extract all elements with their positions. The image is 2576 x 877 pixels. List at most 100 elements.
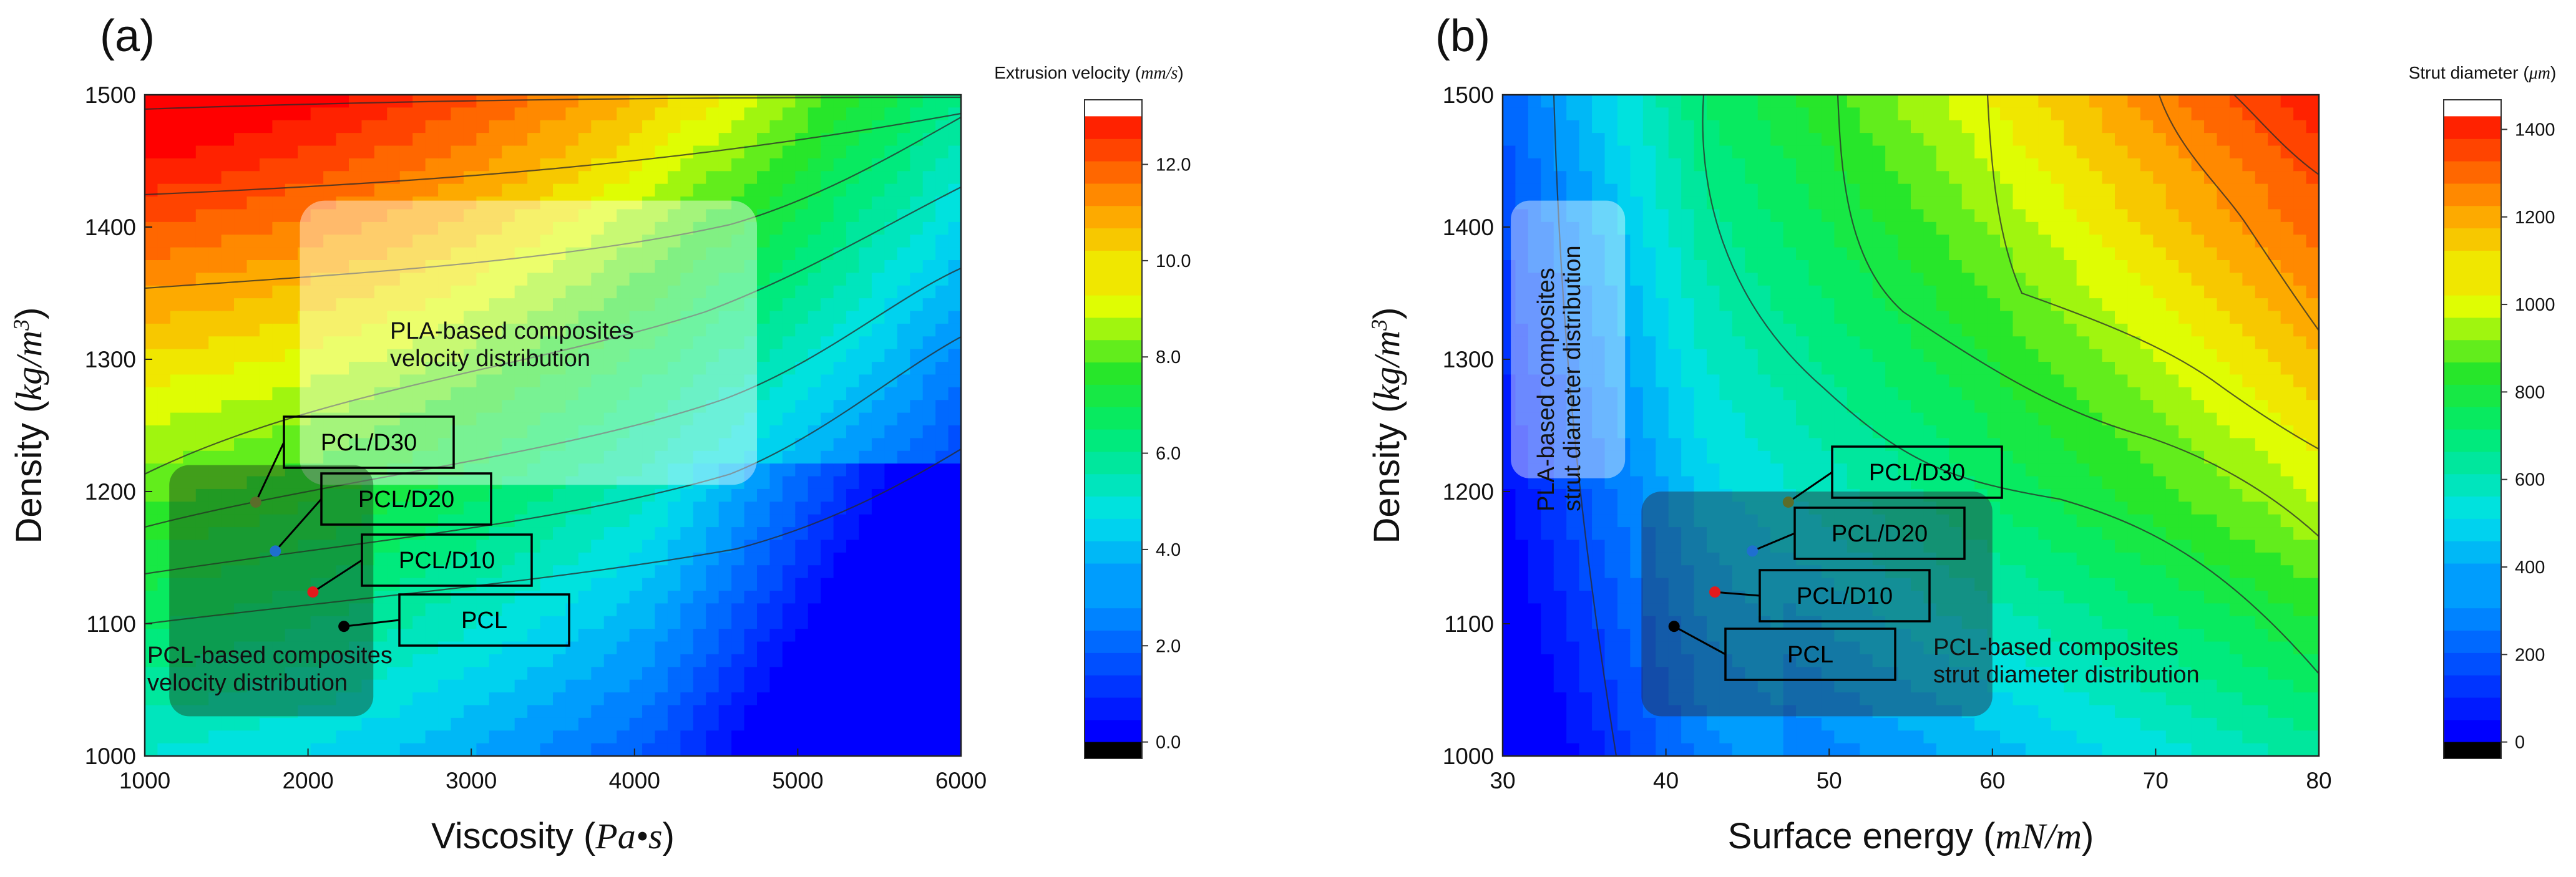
heat-cell: [859, 488, 872, 503]
heat-cell: [693, 679, 707, 693]
heat-cell: [1757, 362, 1771, 376]
heat-cell: [489, 488, 503, 503]
heat-cell: [425, 107, 439, 121]
heat-cell: [948, 349, 961, 362]
heat-cell: [1732, 221, 1746, 236]
heat-cell: [1694, 209, 1707, 223]
heat-cell: [489, 641, 503, 655]
heat-cell: [285, 133, 299, 147]
heat-cell: [1719, 107, 1733, 121]
heat-cell: [706, 425, 720, 439]
heat-cell: [757, 527, 771, 541]
heat-cell: [667, 603, 681, 617]
heat-cell: [1541, 578, 1554, 591]
heat-cell: [948, 133, 961, 147]
heat-cell: [1630, 95, 1644, 109]
heat-cell: [1707, 145, 1720, 159]
heat-cell: [310, 616, 324, 629]
heat-cell: [769, 400, 783, 414]
heat-cell: [1541, 298, 1554, 312]
heat-cell: [298, 679, 311, 693]
heat-cell: [489, 730, 503, 744]
heat-cell: [1732, 387, 1746, 401]
heat-cell: [884, 743, 898, 756]
heat-cell: [1694, 463, 1707, 477]
heat-cell: [807, 285, 821, 299]
heat-cell: [502, 209, 515, 223]
heat-cell: [463, 438, 477, 452]
heat-cell: [246, 450, 260, 464]
heat-cell: [706, 374, 720, 388]
heat-cell: [821, 730, 834, 744]
heat-cell: [680, 221, 694, 236]
heat-cell: [655, 133, 668, 147]
panel-a-x-axis-title: Viscosity (Pa•s): [431, 816, 675, 856]
heat-cell: [1757, 450, 1771, 464]
heat-cell: [195, 247, 209, 261]
heat-cell: [757, 692, 771, 706]
heat-cell: [757, 133, 771, 147]
heat-cell: [565, 95, 579, 109]
heat-cell: [935, 705, 949, 719]
heat-cell: [336, 692, 349, 706]
heat-cell: [795, 565, 809, 579]
heat-cell: [553, 578, 567, 591]
heat-cell: [463, 488, 477, 503]
heat-cell: [565, 273, 579, 286]
heat-cell: [272, 578, 286, 591]
heat-cell: [910, 450, 924, 464]
heat-cell: [1656, 196, 1669, 210]
heat-cell: [540, 679, 554, 693]
heat-cell: [642, 183, 656, 197]
heat-cell: [425, 362, 439, 376]
heat-cell: [298, 400, 311, 414]
heat-cell: [336, 438, 349, 452]
heat-cell: [1681, 183, 1695, 197]
heat-cell: [298, 374, 311, 388]
heat-cell: [349, 603, 363, 617]
heat-cell: [1604, 501, 1618, 515]
heat-cell: [884, 501, 898, 515]
heat-cell: [744, 616, 758, 629]
heat-cell: [693, 158, 707, 172]
heat-cell: [1719, 349, 1733, 362]
heat-cell: [807, 298, 821, 312]
heat-cell: [578, 730, 592, 744]
heat-cell: [195, 221, 209, 236]
heat-cell: [693, 107, 707, 121]
heat-cell: [1528, 501, 1542, 515]
heat-cell: [795, 285, 809, 299]
heat-cell: [782, 578, 796, 591]
heat-cell: [565, 450, 579, 464]
heat-cell: [527, 476, 541, 490]
heat-cell: [821, 349, 834, 362]
heat-cell: [1592, 565, 1606, 579]
heat-cell: [463, 476, 477, 490]
heat-cell: [846, 527, 860, 541]
heat-cell: [489, 260, 503, 274]
heat-cell: [565, 616, 579, 629]
heat-cell: [195, 667, 209, 681]
heat-cell: [221, 171, 235, 185]
heat-cell: [667, 425, 681, 439]
heat-cell: [195, 298, 209, 312]
heat-cell: [731, 171, 745, 185]
heat-cell: [502, 107, 515, 121]
heat-cell: [807, 260, 821, 274]
heat-cell: [336, 285, 349, 299]
heat-cell: [349, 743, 363, 756]
heat-cell: [502, 552, 515, 566]
heat-cell: [922, 158, 936, 172]
heat-cell: [871, 145, 886, 159]
heat-cell: [629, 488, 643, 503]
heat-cell: [1783, 158, 1797, 172]
heat-cell: [1745, 743, 1759, 756]
heat-cell: [527, 565, 541, 579]
heat-cell: [361, 247, 375, 261]
heat-cell: [859, 679, 872, 693]
heat-cell: [208, 578, 222, 591]
heat-cell: [425, 183, 439, 197]
heat-cell: [246, 349, 260, 362]
heat-cell: [1872, 133, 1886, 147]
heat-cell: [1681, 260, 1695, 274]
